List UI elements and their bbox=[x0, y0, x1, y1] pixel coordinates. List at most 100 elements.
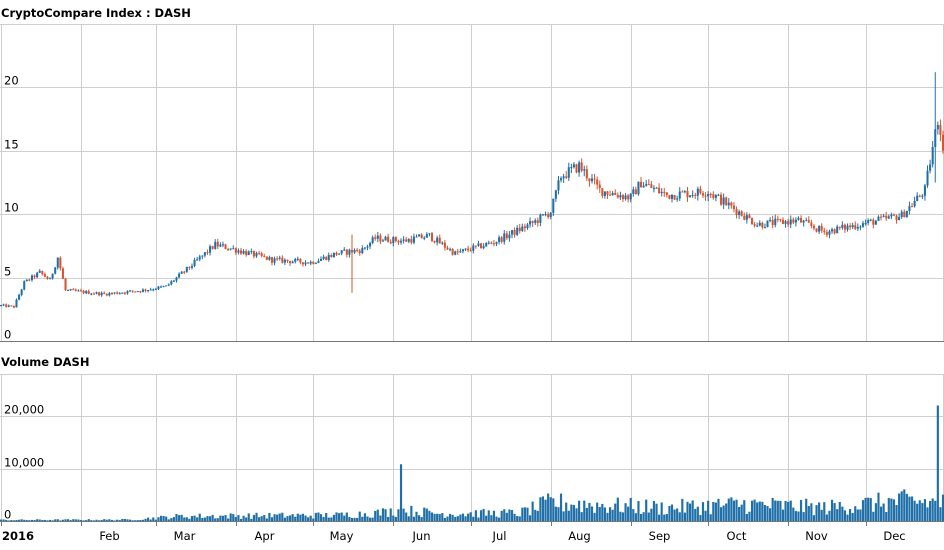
volume-bar bbox=[869, 498, 872, 521]
volume-bar bbox=[85, 520, 88, 521]
candle-body bbox=[141, 289, 144, 292]
volume-bar bbox=[283, 517, 286, 521]
candle-body bbox=[874, 220, 877, 225]
candle-body bbox=[686, 191, 689, 198]
candle-body bbox=[572, 164, 575, 168]
volume-bar bbox=[758, 501, 761, 521]
candle-body bbox=[603, 191, 606, 196]
volume-bar bbox=[487, 510, 490, 521]
candle-body bbox=[495, 242, 498, 244]
volume-bar bbox=[885, 512, 888, 521]
candle-body bbox=[237, 250, 240, 253]
volume-bar bbox=[61, 519, 65, 521]
volume-bar bbox=[750, 500, 754, 521]
candle-body bbox=[384, 236, 387, 241]
candle-body bbox=[131, 290, 134, 292]
candle-body bbox=[183, 271, 186, 273]
volume-bar bbox=[201, 517, 204, 521]
candle-body bbox=[255, 252, 258, 257]
candle-body bbox=[0, 305, 3, 307]
x-tick-label: Jun bbox=[412, 529, 431, 543]
volume-bars bbox=[0, 405, 944, 521]
volume-bar bbox=[317, 512, 320, 521]
candle-body bbox=[270, 257, 274, 263]
candle-body bbox=[454, 251, 457, 255]
candle-body bbox=[374, 237, 377, 239]
volume-bar bbox=[836, 509, 839, 521]
price-y-tick-labels: 0 5 10 15 20 bbox=[4, 74, 19, 342]
candle-body bbox=[299, 258, 302, 263]
candle-body bbox=[20, 289, 23, 295]
volume-bar bbox=[799, 499, 803, 521]
volume-bar bbox=[797, 511, 800, 521]
volume-bar bbox=[923, 499, 927, 521]
volume-bar bbox=[183, 517, 186, 521]
candle-body bbox=[61, 268, 64, 279]
candle-body bbox=[309, 261, 312, 264]
volume-bar bbox=[54, 519, 57, 521]
candle-body bbox=[709, 193, 712, 195]
volume-bar bbox=[141, 519, 145, 521]
volume-bar bbox=[660, 502, 663, 521]
candle-body bbox=[575, 164, 578, 173]
volume-bar bbox=[273, 514, 276, 521]
candle-body bbox=[500, 237, 503, 242]
volume-bar bbox=[872, 511, 875, 521]
price-y-tick-label: 15 bbox=[4, 138, 19, 152]
candle-body bbox=[929, 164, 932, 171]
candle-body bbox=[327, 254, 330, 260]
candle-body bbox=[469, 250, 472, 252]
volume-bar bbox=[327, 517, 330, 521]
candle-body bbox=[634, 189, 637, 195]
candle-body bbox=[647, 184, 650, 186]
candle-body bbox=[725, 197, 728, 206]
candle-body bbox=[144, 289, 147, 291]
candle-body bbox=[376, 235, 379, 239]
volume-bar bbox=[350, 518, 354, 521]
volume-bar bbox=[224, 515, 227, 521]
candle-body bbox=[797, 217, 800, 220]
x-tick-label: Nov bbox=[805, 529, 828, 543]
volume-bar bbox=[87, 519, 90, 521]
candle-body bbox=[105, 293, 108, 296]
candle-body bbox=[51, 273, 54, 279]
candle-body bbox=[366, 246, 369, 248]
volume-bar bbox=[941, 494, 944, 521]
volume-bar bbox=[526, 507, 529, 521]
candle-body bbox=[601, 188, 604, 196]
candle-body bbox=[766, 220, 769, 228]
candle-body bbox=[258, 252, 261, 254]
candle-body bbox=[867, 220, 870, 223]
candle-body bbox=[794, 219, 797, 223]
candle-body bbox=[931, 146, 934, 165]
volume-bar bbox=[608, 507, 612, 521]
volume-bar bbox=[402, 508, 405, 521]
candle-body bbox=[815, 228, 818, 232]
volume-bar bbox=[374, 510, 377, 521]
volume-bar bbox=[763, 505, 767, 521]
volume-bar bbox=[443, 517, 446, 521]
volume-panel: Volume DASH 0 10,000 20,000 bbox=[0, 355, 944, 522]
candle-body bbox=[627, 195, 630, 200]
volume-bar bbox=[539, 497, 542, 521]
candle-body bbox=[92, 293, 95, 295]
volume-bar bbox=[25, 520, 28, 521]
candle-body bbox=[211, 246, 214, 249]
x-tick-label: Apr bbox=[255, 529, 275, 543]
candle-body bbox=[895, 215, 898, 221]
candle-body bbox=[474, 245, 477, 247]
volume-bar bbox=[464, 516, 467, 521]
volume-bar bbox=[665, 513, 668, 521]
candle-body bbox=[79, 290, 83, 292]
candle-body bbox=[678, 191, 681, 199]
volume-bar bbox=[415, 511, 418, 521]
volume-bar bbox=[482, 508, 485, 521]
candle-body bbox=[118, 293, 121, 295]
volume-bar bbox=[603, 507, 606, 521]
candle-body bbox=[861, 223, 865, 227]
volume-bar bbox=[838, 501, 841, 521]
candle-body bbox=[717, 194, 720, 196]
candle-body bbox=[779, 219, 782, 221]
candle-body bbox=[898, 217, 901, 221]
candle-body bbox=[348, 249, 351, 255]
